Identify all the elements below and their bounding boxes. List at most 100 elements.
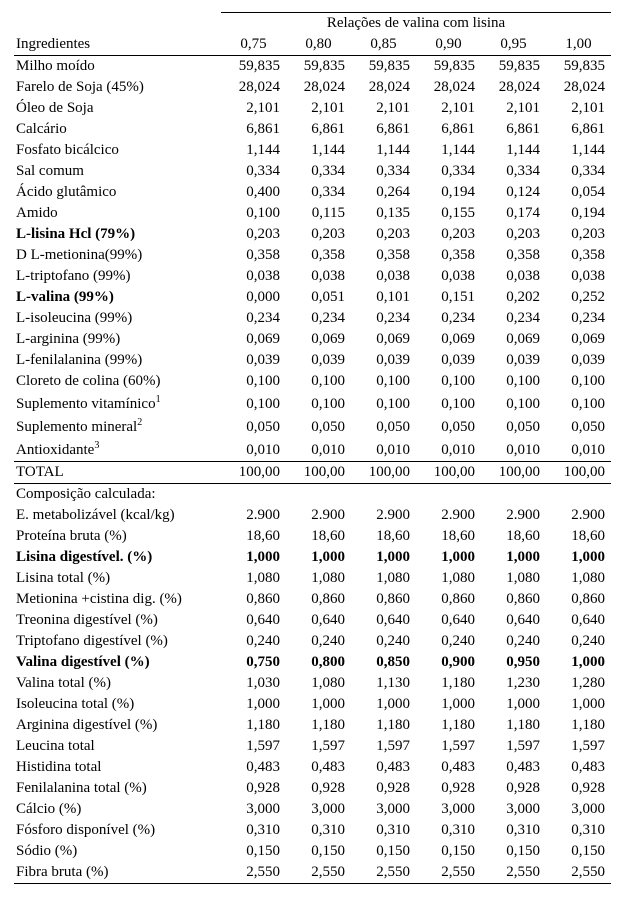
- composition-value: 0,928: [221, 778, 286, 799]
- ingredient-value: 0,264: [351, 182, 416, 203]
- ingredient-value: 0,069: [481, 329, 546, 350]
- composition-value: 2,550: [481, 862, 546, 884]
- composition-value: 0,640: [351, 610, 416, 631]
- composition-label: Fenilalanina total (%): [14, 778, 221, 799]
- ingredient-value: 0,203: [546, 224, 611, 245]
- composition-value: 2,550: [351, 862, 416, 884]
- total-value: 100,00: [416, 462, 481, 484]
- composition-label: Proteína bruta (%): [14, 526, 221, 547]
- composition-value: 1,000: [481, 694, 546, 715]
- composition-label: Isoleucina total (%): [14, 694, 221, 715]
- composition-value: 0,640: [416, 610, 481, 631]
- ingredient-value: 1,144: [481, 140, 546, 161]
- ingredient-label: Amido: [14, 203, 221, 224]
- ingredient-value: 0,334: [221, 161, 286, 182]
- ingredient-value: 0,050: [416, 415, 481, 438]
- ingredient-value: 0,069: [416, 329, 481, 350]
- ingredient-value: 0,203: [351, 224, 416, 245]
- composition-value: 2,550: [416, 862, 481, 884]
- ingredient-label: Antioxidante3: [14, 438, 221, 462]
- ingredient-value: 0,050: [351, 415, 416, 438]
- composition-value: 0,483: [221, 757, 286, 778]
- ingredient-value: 0,358: [351, 245, 416, 266]
- composition-value: 0,850: [351, 652, 416, 673]
- composition-value: 0,310: [351, 820, 416, 841]
- ingredient-label: Fosfato bicálcico: [14, 140, 221, 161]
- composition-value: 0,150: [351, 841, 416, 862]
- ingredient-value: 0,124: [481, 182, 546, 203]
- ingredient-label: L-fenilalanina (99%): [14, 350, 221, 371]
- composition-label: Triptofano digestível (%): [14, 631, 221, 652]
- ingredient-value: 0,203: [286, 224, 351, 245]
- ingredient-label: Calcário: [14, 119, 221, 140]
- ingredient-value: 0,039: [481, 350, 546, 371]
- composition-value: 18,60: [481, 526, 546, 547]
- composition-value: 1,080: [221, 568, 286, 589]
- ingredient-value: 2,101: [416, 98, 481, 119]
- ingredient-value: 1,144: [546, 140, 611, 161]
- ingredient-value: 0,100: [481, 371, 546, 392]
- ingredient-label: L-isoleucina (99%): [14, 308, 221, 329]
- composition-label: Valina total (%): [14, 673, 221, 694]
- ingredient-value: 0,100: [221, 203, 286, 224]
- composition-table: Relações de valina com lisinaIngrediente…: [14, 12, 611, 884]
- ingredient-value: 0,101: [351, 287, 416, 308]
- composition-value: 0,640: [481, 610, 546, 631]
- composition-value: 0,483: [481, 757, 546, 778]
- composition-value: 1,000: [351, 694, 416, 715]
- ingredient-value: 0,358: [546, 245, 611, 266]
- ingredient-value: 0,334: [351, 161, 416, 182]
- composition-value: 0,928: [351, 778, 416, 799]
- composition-value: 0,310: [221, 820, 286, 841]
- ratio-header-1: 0,80: [286, 34, 351, 56]
- ingredient-value: 0,038: [351, 266, 416, 287]
- ingredient-value: 59,835: [416, 56, 481, 78]
- ingredient-value: 0,100: [546, 392, 611, 415]
- composition-value: 1,000: [221, 547, 286, 568]
- composition-value: 1,000: [351, 547, 416, 568]
- ingredient-value: 0,400: [221, 182, 286, 203]
- composition-value: 3,000: [546, 799, 611, 820]
- composition-value: 0,150: [546, 841, 611, 862]
- composition-value: 1,000: [221, 694, 286, 715]
- ingredient-value: 0,038: [546, 266, 611, 287]
- composition-value: 1,230: [481, 673, 546, 694]
- composition-value: 1,080: [286, 568, 351, 589]
- composition-value: 2.900: [351, 505, 416, 526]
- ingredient-value: 0,252: [546, 287, 611, 308]
- ingredient-value: 0,234: [286, 308, 351, 329]
- composition-value: 1,000: [286, 694, 351, 715]
- ingredient-label: Suplemento mineral2: [14, 415, 221, 438]
- ingredient-value: 0,038: [416, 266, 481, 287]
- composition-value: 2,550: [286, 862, 351, 884]
- composition-value: 0,483: [286, 757, 351, 778]
- total-value: 100,00: [221, 462, 286, 484]
- composition-label: Cálcio (%): [14, 799, 221, 820]
- ingredient-value: 0,010: [286, 438, 351, 462]
- composition-label: Arginina digestível (%): [14, 715, 221, 736]
- ingredient-value: 0,039: [286, 350, 351, 371]
- composition-value: 0,900: [416, 652, 481, 673]
- composition-label: Fibra bruta (%): [14, 862, 221, 884]
- composition-value: 0,240: [221, 631, 286, 652]
- composition-value: 3,000: [286, 799, 351, 820]
- ingredient-value: 0,202: [481, 287, 546, 308]
- composition-value: 1,030: [221, 673, 286, 694]
- ingredient-value: 0,050: [286, 415, 351, 438]
- ingredient-value: 0,115: [286, 203, 351, 224]
- composition-value: 0,928: [481, 778, 546, 799]
- composition-value: 0,800: [286, 652, 351, 673]
- composition-label: E. metabolizável (kcal/kg): [14, 505, 221, 526]
- total-value: 100,00: [481, 462, 546, 484]
- ingredient-value: 6,861: [416, 119, 481, 140]
- ingredient-value: 0,100: [286, 371, 351, 392]
- ingredient-value: 2,101: [546, 98, 611, 119]
- ingredient-value: 0,100: [221, 371, 286, 392]
- ingredient-label: D L-metionina(99%): [14, 245, 221, 266]
- composition-value: 1,180: [351, 715, 416, 736]
- ingredient-value: 0,100: [416, 371, 481, 392]
- composition-value: 1,000: [546, 694, 611, 715]
- composition-value: 0,860: [416, 589, 481, 610]
- ingredient-value: 6,861: [546, 119, 611, 140]
- ingredient-value: 0,100: [351, 392, 416, 415]
